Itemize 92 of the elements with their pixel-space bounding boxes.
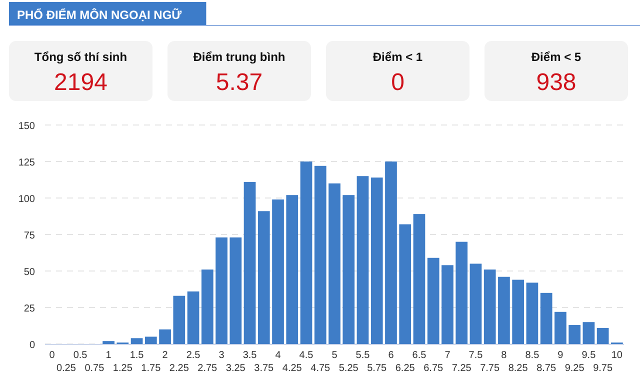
x-tick-label: 3.75 — [254, 363, 274, 374]
x-tick-label: 7.75 — [480, 363, 500, 374]
text: 5.37 — [216, 69, 263, 96]
x-tick-label: 2.75 — [198, 363, 218, 374]
text: Điểm < 1 — [372, 50, 423, 64]
x-tick-label: 7 — [444, 350, 451, 361]
bar — [314, 166, 326, 344]
x-tick-label: 1.25 — [112, 363, 133, 374]
x-tick-label: 1 — [106, 350, 112, 361]
bar — [399, 224, 412, 344]
x-tick-label: 5.75 — [367, 363, 388, 374]
x-tick-label: 8.75 — [536, 363, 556, 374]
bar — [244, 182, 256, 344]
x-tick-label: 6.5 — [412, 350, 427, 361]
bar — [540, 292, 552, 344]
y-tick-label: 25 — [24, 304, 36, 314]
text: Tổng số thí sinh — [34, 50, 128, 64]
x-tick-label: 4 — [275, 350, 282, 361]
x-tick-label: 0.75 — [84, 363, 105, 374]
x-tick-label: 1.75 — [141, 363, 162, 374]
x-tick-label: 9 — [558, 350, 564, 361]
x-tick-label: 0.5 — [73, 350, 88, 361]
bar — [596, 328, 609, 344]
bar — [328, 183, 340, 344]
bar — [442, 265, 454, 344]
bar — [230, 237, 242, 344]
x-tick-label: 0.25 — [56, 363, 76, 374]
x-tick-label: 4.75 — [310, 363, 331, 374]
x-tick-label: 3.5 — [242, 350, 258, 361]
bar — [286, 195, 298, 344]
bar — [498, 276, 510, 344]
bar — [470, 264, 482, 344]
x-tick-label: 6 — [388, 350, 394, 361]
bar — [413, 214, 426, 344]
text: 938 — [536, 69, 576, 96]
x-tick-label: 6.75 — [424, 363, 444, 374]
y-tick-label: 75 — [24, 230, 36, 242]
bar — [582, 322, 595, 344]
bar — [484, 270, 496, 344]
bar — [427, 258, 440, 344]
x-tick-label: 9.25 — [564, 363, 585, 374]
x-tick-label: 5 — [332, 350, 338, 361]
x-tick-label: 10 — [611, 350, 623, 361]
text: PHỔ ĐIỂM MÔN NGOẠI NGỮ — [17, 8, 182, 22]
x-tick-label: 8.5 — [525, 350, 540, 361]
text: Điểm < 5 — [531, 50, 582, 64]
bar — [173, 296, 186, 344]
bar — [159, 329, 171, 344]
bar — [201, 270, 214, 344]
x-tick-label: 8 — [501, 350, 508, 361]
y-tick-label: 50 — [24, 267, 36, 278]
bar — [526, 282, 538, 344]
x-tick-label: 9.75 — [593, 363, 613, 374]
bar — [568, 325, 581, 344]
bar — [272, 199, 284, 344]
y-tick-label: 125 — [18, 158, 36, 168]
x-tick-label: 0 — [49, 350, 56, 361]
bar — [342, 195, 355, 344]
bar — [258, 211, 270, 344]
x-tick-label: 1.5 — [130, 350, 144, 361]
bar — [300, 162, 312, 344]
bar — [370, 178, 383, 344]
text: Điểm trung bình — [193, 50, 286, 64]
x-tick-label: 7.25 — [452, 363, 472, 374]
y-tick-label: 100 — [18, 194, 36, 205]
text: 2194 — [54, 69, 108, 96]
bar — [512, 280, 524, 344]
y-tick-label: 0 — [29, 340, 36, 351]
x-tick-label: 9.5 — [582, 350, 596, 361]
bar — [144, 336, 157, 344]
x-tick-label: 3 — [218, 350, 225, 361]
x-tick-label: 2 — [162, 350, 168, 361]
x-tick-label: 4.5 — [299, 350, 314, 361]
bar — [216, 237, 228, 344]
bar — [187, 291, 200, 344]
x-tick-label: 8.25 — [508, 363, 528, 374]
x-tick-label: 2.25 — [169, 363, 190, 374]
x-tick-label: 3.25 — [226, 363, 246, 374]
bar — [554, 312, 566, 344]
text: 0 — [391, 69, 404, 96]
bar — [356, 176, 369, 344]
x-tick-label: 2.5 — [186, 350, 201, 361]
bar — [102, 341, 114, 344]
x-tick-label: 7.5 — [468, 350, 484, 361]
bar — [456, 242, 468, 344]
bar — [385, 162, 397, 344]
x-tick-label: 4.25 — [282, 363, 302, 374]
bar — [130, 338, 143, 344]
y-tick-label: 150 — [18, 121, 36, 132]
x-tick-label: 5.5 — [356, 350, 370, 361]
x-tick-label: 5.25 — [338, 363, 359, 374]
x-tick-label: 6.25 — [395, 363, 416, 374]
